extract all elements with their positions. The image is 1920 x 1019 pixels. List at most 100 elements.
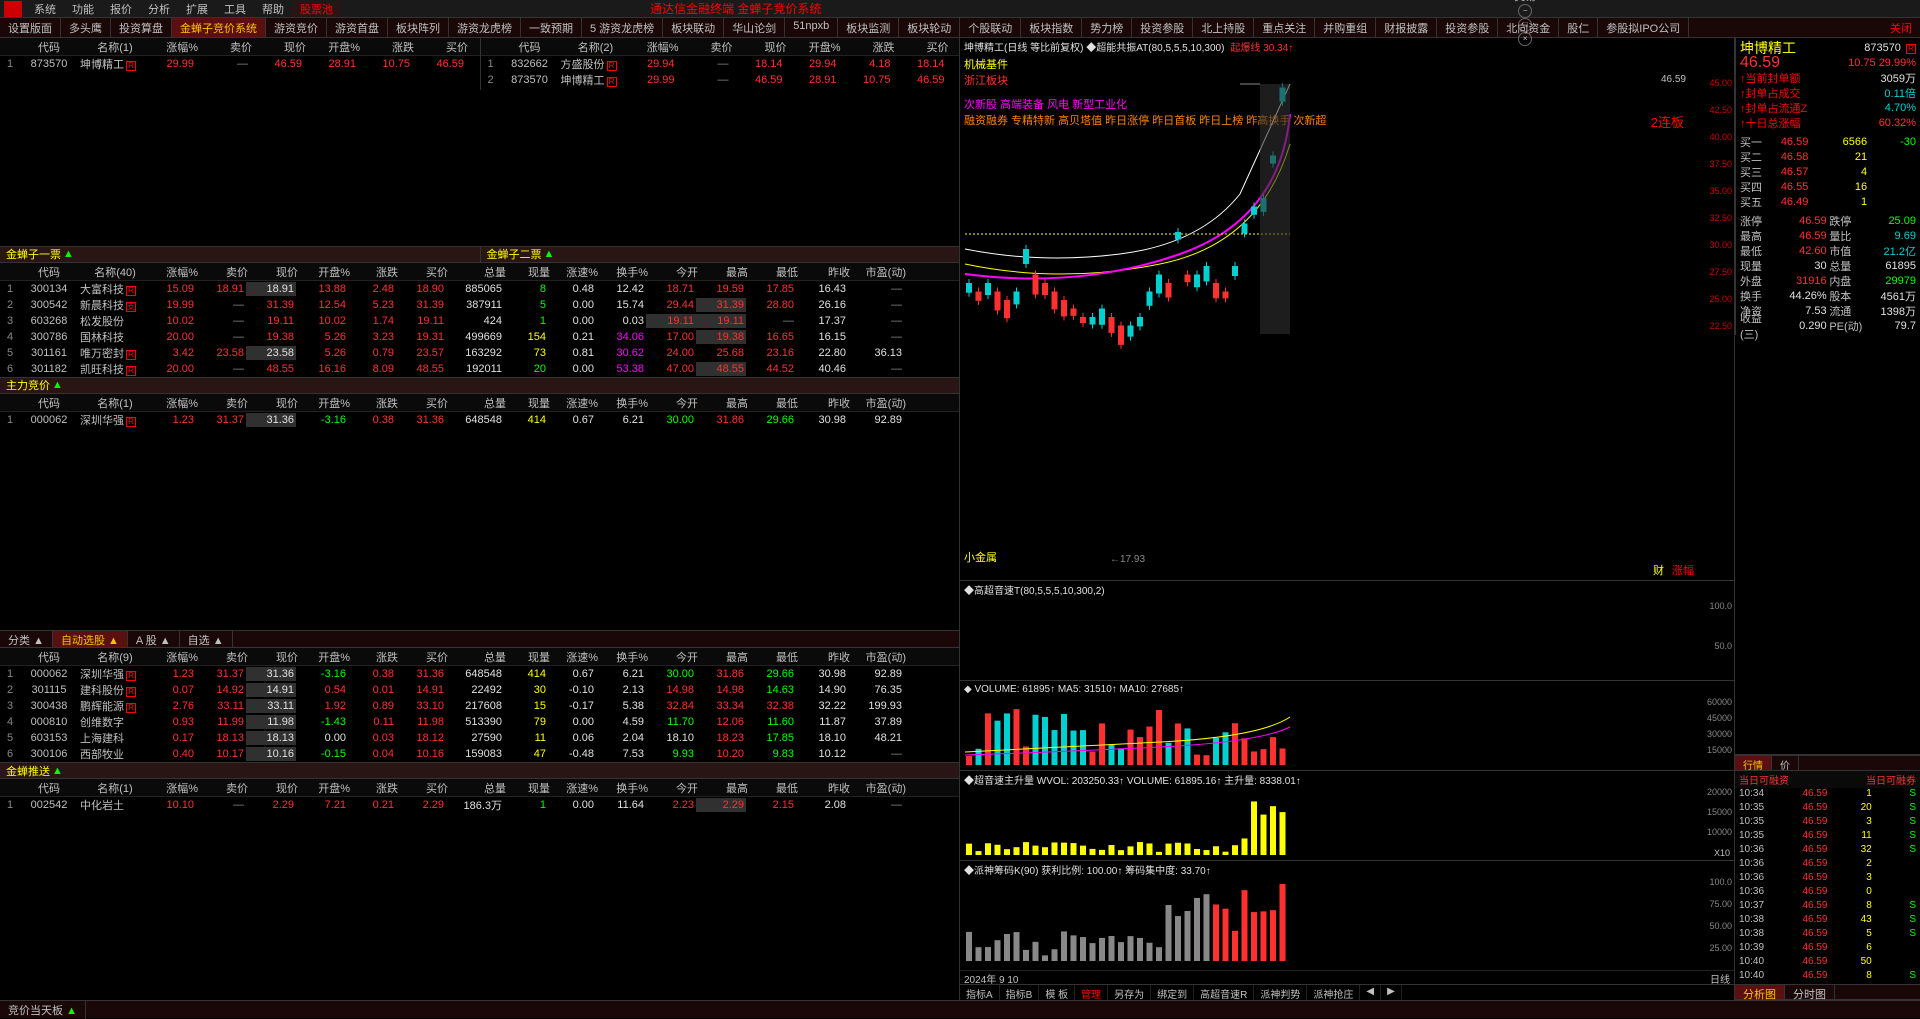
- workspace-tab[interactable]: 板块指数: [1021, 18, 1082, 37]
- tab-tick-price[interactable]: 价: [1772, 756, 1799, 770]
- col-header[interactable]: 现量: [508, 779, 552, 796]
- indicator-tab[interactable]: 派神抢庄: [1307, 985, 1360, 1000]
- col-header[interactable]: 开盘%: [300, 263, 352, 280]
- workspace-tab[interactable]: 个股联动: [960, 18, 1021, 37]
- indicator-wvol[interactable]: ◆超音速主升量 WVOL: 203250.33↑ VOLUME: 61895.1…: [960, 770, 1734, 860]
- col-header[interactable]: 代码: [20, 779, 78, 796]
- indicator-tab[interactable]: 派神判势: [1254, 985, 1307, 1000]
- col-header[interactable]: 卖价: [200, 38, 254, 55]
- col-header[interactable]: 现价: [250, 394, 300, 411]
- col-header[interactable]: 涨速%: [552, 263, 600, 280]
- menu-analysis[interactable]: 分析: [140, 1, 178, 17]
- col-header[interactable]: 买价: [897, 38, 951, 55]
- menu-quote[interactable]: 报价: [102, 1, 140, 17]
- col-header[interactable]: 昨收: [800, 648, 852, 665]
- col-header[interactable]: 买价: [400, 394, 450, 411]
- col-header[interactable]: 卖价: [200, 394, 250, 411]
- col-header[interactable]: 名称(40): [78, 263, 152, 280]
- tab-tick-quote[interactable]: 行情: [1735, 756, 1772, 770]
- tab-auto[interactable]: 自动选股 ▲: [53, 631, 128, 647]
- table-row[interactable]: 5603153上海建科0.1718.1318.130.000.0318.1227…: [0, 730, 959, 746]
- col-header[interactable]: 卖价: [200, 779, 250, 796]
- workspace-tab[interactable]: 金蝉子竞价系统: [172, 18, 266, 37]
- section-main-bid[interactable]: 主力竞价▲: [0, 377, 959, 394]
- tab-analysis[interactable]: 分析图: [1735, 985, 1785, 999]
- table-row[interactable]: 2873570坤博精工R29.99—46.5928.9110.7546.59: [481, 72, 960, 88]
- workspace-tab[interactable]: 51npxb: [785, 18, 838, 37]
- col-header[interactable]: 市盈(动): [852, 779, 908, 796]
- table-row[interactable]: 1000062深圳华强R1.2331.3731.36-3.160.3831.36…: [0, 666, 959, 682]
- tab-a[interactable]: A 股 ▲: [128, 631, 180, 647]
- indicator-tab[interactable]: ◀: [1360, 985, 1381, 1000]
- col-header[interactable]: 名称(9): [78, 648, 152, 665]
- volume-chart[interactable]: ◆ VOLUME: 61895↑ MA5: 31510↑ MA10: 27685…: [960, 680, 1734, 770]
- col-header[interactable]: 开盘%: [308, 38, 362, 55]
- col-header[interactable]: 涨幅%: [152, 263, 200, 280]
- min-button[interactable]: −: [1518, 4, 1532, 18]
- table-row[interactable]: 6301182凯旺科技R20.00—48.5516.168.0948.55192…: [0, 361, 959, 377]
- col-header[interactable]: 涨幅%: [152, 779, 200, 796]
- indicator-tab[interactable]: 绑定到: [1151, 985, 1194, 1000]
- table-row[interactable]: 3603268松发股份10.02—19.1110.021.7419.114241…: [0, 313, 959, 329]
- workspace-tab[interactable]: 板块监测: [838, 18, 899, 37]
- tabs-close[interactable]: 关闭: [1882, 18, 1920, 37]
- col-header[interactable]: 买价: [400, 779, 450, 796]
- col-header[interactable]: 换手%: [600, 263, 650, 280]
- workspace-tab[interactable]: 5 游资龙虎榜: [582, 18, 663, 37]
- table-row[interactable]: 2301115建科股份R0.0714.9214.910.540.0114.912…: [0, 682, 959, 698]
- workspace-tab[interactable]: 板块轮动: [899, 18, 960, 37]
- col-header[interactable]: 今开: [650, 263, 700, 280]
- col-header[interactable]: 现量: [508, 394, 552, 411]
- col-header[interactable]: 现价: [735, 38, 789, 55]
- col-header[interactable]: 昨收: [800, 394, 852, 411]
- col-header[interactable]: 涨幅%: [152, 38, 200, 55]
- indicator-tab[interactable]: 高超音速R: [1194, 985, 1254, 1000]
- col-header[interactable]: 最高: [700, 648, 750, 665]
- indicator-chaogao[interactable]: ◆高超音速T(80,5,5,5,10,300,2) 100.050.0: [960, 580, 1734, 680]
- col-header[interactable]: 最高: [700, 779, 750, 796]
- workspace-tab[interactable]: 投资算盘: [111, 18, 172, 37]
- col-header[interactable]: 代码: [20, 263, 78, 280]
- col-header[interactable]: 今开: [650, 779, 700, 796]
- col-header[interactable]: 名称(2): [559, 38, 633, 55]
- col-header[interactable]: 开盘%: [300, 779, 352, 796]
- table-row[interactable]: 4300786国林科技20.00—19.385.263.2319.3149966…: [0, 329, 959, 345]
- col-header[interactable]: 换手%: [600, 394, 650, 411]
- col-header[interactable]: [481, 38, 501, 55]
- col-header[interactable]: [0, 394, 20, 411]
- table-row[interactable]: 3300438鹏辉能源R2.7633.1133.111.920.8933.102…: [0, 698, 959, 714]
- workspace-tab[interactable]: 多头鹰: [61, 18, 111, 37]
- col-header[interactable]: 现价: [250, 779, 300, 796]
- col-header[interactable]: 名称(1): [78, 38, 152, 55]
- col-header[interactable]: 开盘%: [300, 394, 352, 411]
- col-header[interactable]: [0, 779, 20, 796]
- col-header[interactable]: 今开: [650, 394, 700, 411]
- col-header[interactable]: [0, 38, 20, 55]
- col-header[interactable]: 买价: [400, 263, 450, 280]
- col-header[interactable]: 现价: [254, 38, 308, 55]
- status-bid-board[interactable]: 竞价当天板 ▲: [0, 1001, 86, 1019]
- col-header[interactable]: 开盘%: [300, 648, 352, 665]
- col-header[interactable]: 市盈(动): [852, 263, 908, 280]
- workspace-tab[interactable]: 华山论剑: [724, 18, 785, 37]
- menu-help[interactable]: 帮助: [254, 1, 292, 17]
- indicator-tab[interactable]: ▶: [1381, 985, 1402, 1000]
- workspace-tab[interactable]: 板块联动: [663, 18, 724, 37]
- workspace-tab[interactable]: 财报披露: [1376, 18, 1437, 37]
- workspace-tab[interactable]: 一致预期: [521, 18, 582, 37]
- col-header[interactable]: 卖价: [681, 38, 735, 55]
- workspace-tab[interactable]: 北向资金: [1498, 18, 1559, 37]
- workspace-tab[interactable]: 股仁: [1559, 18, 1598, 37]
- col-header[interactable]: [0, 648, 20, 665]
- col-header[interactable]: 昨收: [800, 263, 852, 280]
- col-header[interactable]: 总量: [450, 263, 508, 280]
- col-header[interactable]: 总量: [450, 394, 508, 411]
- tab-intraday[interactable]: 分时图: [1785, 985, 1835, 999]
- col-header[interactable]: 总量: [450, 648, 508, 665]
- tab-class[interactable]: 分类 ▲: [0, 631, 53, 647]
- menu-func[interactable]: 功能: [64, 1, 102, 17]
- workspace-tab[interactable]: 北上持股: [1193, 18, 1254, 37]
- col-header[interactable]: 现量: [508, 263, 552, 280]
- table-row[interactable]: 1873570坤博精工R29.99—46.5928.9110.7546.59: [0, 56, 480, 72]
- col-header[interactable]: 名称(1): [78, 779, 152, 796]
